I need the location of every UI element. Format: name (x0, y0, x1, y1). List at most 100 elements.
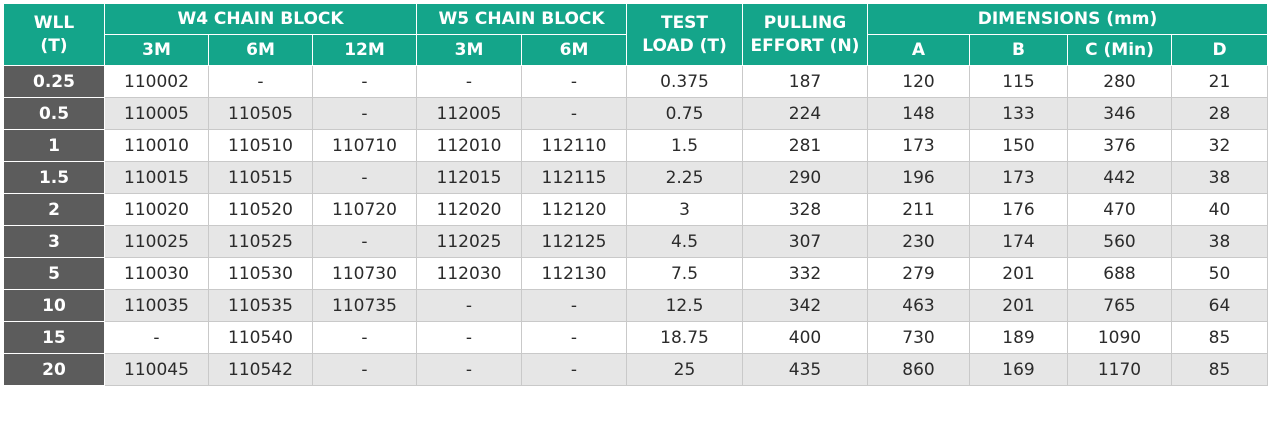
wll-header-line1: WLL (33, 12, 75, 33)
table-row: 3 110025 110525-112025 112125 4.5 307 230 174 56… (3, 225, 1268, 258)
table-row: 0.5 110005 110505-112005-0.75 224 148 133 346 2… (3, 97, 1268, 130)
w4-3m-cell: 110025 (104, 225, 209, 258)
header-row-sub: 3M 6M 12M 3M 6M A B C (Min) D (4, 34, 1268, 66)
dim-c-cell: 688 (1067, 257, 1172, 290)
dim-a-cell: 211 (867, 193, 970, 226)
w4-3m-cell: 110002 (104, 65, 209, 98)
dim-d-cell: 64 (1171, 289, 1268, 322)
wll-cell: 1.5 (3, 161, 105, 194)
dim-b-cell: 169 (969, 353, 1068, 386)
pulling-effort-cell: 307 (742, 225, 868, 258)
test-load-cell: 3 (626, 193, 743, 226)
test-load-cell: 4.5 (626, 225, 743, 258)
pulling-effort-cell: 187 (742, 65, 868, 98)
w4-6m-cell: 110520 (208, 193, 313, 226)
wll-cell: 3 (3, 225, 105, 258)
dim-c-cell: 346 (1067, 97, 1172, 130)
wll-cell: 1 (3, 129, 105, 162)
pulling-effort-cell: 400 (742, 321, 868, 354)
w5-6m-cell: 112120 (521, 193, 627, 226)
test-load-header-line2: LOAD (T) (642, 35, 727, 56)
w5-3m-cell: - (416, 321, 522, 354)
wll-cell: 5 (3, 257, 105, 290)
w5-3m-cell: 112030 (416, 257, 522, 290)
wll-cell: 2 (3, 193, 105, 226)
w5-3m-header: 3M (416, 34, 522, 66)
wll-cell: 20 (3, 353, 105, 386)
wll-header: WLL (T) (3, 3, 105, 66)
dim-d-cell: 85 (1171, 353, 1268, 386)
dim-c-cell: 1090 (1067, 321, 1172, 354)
test-load-cell: 0.75 (626, 97, 743, 130)
dim-d-cell: 40 (1171, 193, 1268, 226)
spec-table-container: WLL (T) W4 CHAIN BLOCK W5 CHAIN BLOCK TE… (3, 3, 1268, 386)
pulling-effort-header-line1: PULLING (763, 12, 847, 33)
w5-3m-cell: - (416, 353, 522, 386)
dim-c-header: C (Min) (1067, 34, 1172, 66)
w4-6m-header: 6M (208, 34, 313, 66)
w5-3m-cell: 112010 (416, 129, 522, 162)
dim-b-cell: 201 (969, 257, 1068, 290)
dim-b-cell: 201 (969, 289, 1068, 322)
dim-d-cell: 38 (1171, 225, 1268, 258)
w5-6m-cell: - (521, 97, 627, 130)
test-load-header-line1: TEST (660, 12, 709, 33)
pulling-effort-cell: 328 (742, 193, 868, 226)
test-load-cell: 7.5 (626, 257, 743, 290)
w5-6m-cell: 112115 (521, 161, 627, 194)
w4-12m-cell: 110720 (312, 193, 417, 226)
table-row: 0.25 110002- - - -0.375 187 120 115 280 21 (3, 65, 1268, 98)
w5-6m-cell: 112130 (521, 257, 627, 290)
dim-a-cell: 860 (867, 353, 970, 386)
table-body: 0.25 110002- - - -0.375 187 120 115 280 21 0.5 1100… (3, 65, 1268, 386)
dim-a-header: A (867, 34, 970, 66)
test-load-cell: 0.375 (626, 65, 743, 98)
dim-b-cell: 173 (969, 161, 1068, 194)
pulling-effort-cell: 290 (742, 161, 868, 194)
dim-c-cell: 470 (1067, 193, 1172, 226)
dim-a-cell: 730 (867, 321, 970, 354)
table-row: 2 110020 110520 110720 112020 112120 3 328 211 17… (3, 193, 1268, 226)
w4-3m-cell: 110005 (104, 97, 209, 130)
pulling-effort-cell: 281 (742, 129, 868, 162)
w5-3m-cell: 112025 (416, 225, 522, 258)
dim-c-cell: 442 (1067, 161, 1172, 194)
dim-a-cell: 148 (867, 97, 970, 130)
table-row: 15-110540- - -18.75 400 730 189 1090 85 (3, 321, 1268, 354)
w4-6m-cell: 110530 (208, 257, 313, 290)
test-load-cell: 1.5 (626, 129, 743, 162)
w4-12m-cell: - (312, 65, 417, 98)
w4-12m-cell: - (312, 225, 417, 258)
pulling-effort-header: PULLING EFFORT (N) (742, 3, 868, 66)
w4-6m-cell: 110525 (208, 225, 313, 258)
w4-6m-cell: - (208, 65, 313, 98)
dim-b-header: B (969, 34, 1068, 66)
dim-c-cell: 765 (1067, 289, 1172, 322)
dim-b-cell: 133 (969, 97, 1068, 130)
w4-3m-cell: 110035 (104, 289, 209, 322)
w5-3m-cell: - (416, 65, 522, 98)
table-row: 10 110035 110535 110735- -12.5 342 463 201 765 64 (3, 289, 1268, 322)
dim-a-cell: 463 (867, 289, 970, 322)
dim-c-cell: 280 (1067, 65, 1172, 98)
w5-6m-cell: - (521, 321, 627, 354)
w5-6m-cell: 112110 (521, 129, 627, 162)
w4-3m-cell: - (104, 321, 209, 354)
dim-a-cell: 279 (867, 257, 970, 290)
test-load-cell: 25 (626, 353, 743, 386)
test-load-cell: 2.25 (626, 161, 743, 194)
dimensions-header: DIMENSIONS (mm) (867, 3, 1268, 35)
pulling-effort-cell: 342 (742, 289, 868, 322)
w4-chain-block-header: W4 CHAIN BLOCK (104, 3, 417, 35)
wll-cell: 15 (3, 321, 105, 354)
w5-3m-cell: 112015 (416, 161, 522, 194)
pulling-effort-header-line2: EFFORT (N) (750, 35, 860, 56)
w5-6m-cell: 112125 (521, 225, 627, 258)
w4-12m-cell: 110710 (312, 129, 417, 162)
table-row: 1 110010 110510 110710 112010 112110 1.5 281 173… (3, 129, 1268, 162)
dim-d-cell: 32 (1171, 129, 1268, 162)
w5-3m-cell: 112020 (416, 193, 522, 226)
w4-6m-cell: 110515 (208, 161, 313, 194)
wll-cell: 10 (3, 289, 105, 322)
test-load-cell: 18.75 (626, 321, 743, 354)
